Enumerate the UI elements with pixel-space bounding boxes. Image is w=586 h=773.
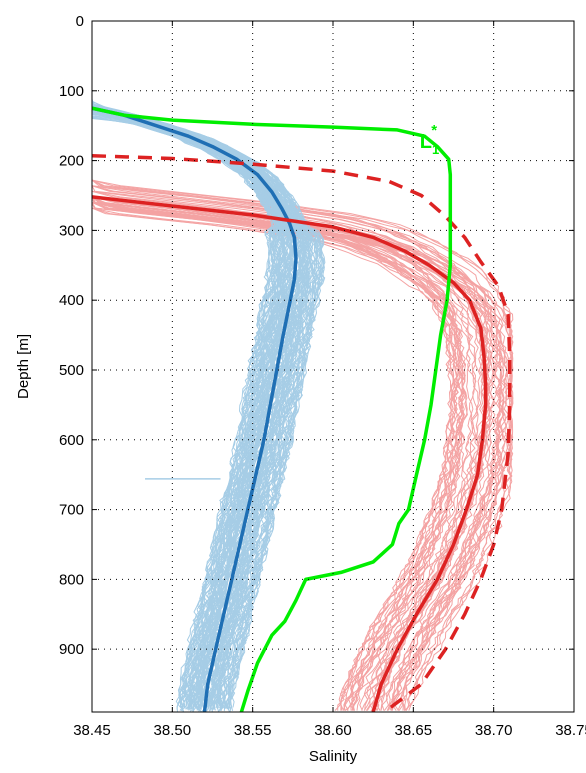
y-tick-label: 500 — [59, 362, 84, 379]
red-profile-line — [92, 146, 479, 711]
red-profile-line — [92, 146, 464, 711]
x-tick-label: 38.45 — [73, 722, 111, 739]
x-axis-label: Salinity — [309, 748, 358, 765]
red-profile-bundle — [92, 146, 514, 711]
blue-profile-line — [92, 80, 303, 708]
l1-star-annotation: L1 * — [420, 122, 439, 157]
y-tick-label: 600 — [59, 432, 84, 449]
y-tick-label: 700 — [59, 502, 84, 519]
y-tick-label: 900 — [59, 641, 84, 658]
x-tick-label: 38.55 — [234, 722, 272, 739]
series-line-mean-dashed — [92, 153, 512, 710]
axes — [91, 20, 575, 713]
blue-profile-line — [92, 99, 310, 710]
y-tick-label: 400 — [59, 292, 84, 309]
x-tick-label: 38.65 — [395, 722, 433, 739]
y-axis-label: Depth [m] — [15, 334, 32, 399]
x-tick-label: 38.50 — [154, 722, 192, 739]
blue-profile-line — [92, 97, 280, 708]
x-tick-label: 38.70 — [475, 722, 513, 739]
annotation-subscript: 1 — [432, 142, 439, 157]
blue-profile-line — [92, 107, 274, 708]
blue-profile-line — [92, 115, 326, 710]
blue-profile-line — [92, 112, 280, 712]
mean-series-group — [92, 106, 512, 712]
red-profile-line — [92, 146, 502, 711]
blue-profile-line — [92, 89, 290, 711]
red-profile-line — [92, 146, 505, 711]
red-profile-line — [92, 146, 466, 711]
annotation-main: L — [420, 131, 432, 153]
series-line-mean-solid — [92, 106, 298, 712]
blue-profile-line — [92, 68, 276, 712]
red-profile-line — [92, 146, 474, 711]
blue-profile-line — [92, 101, 286, 712]
y-tick-label: 800 — [59, 571, 84, 588]
blue-profile-line — [92, 69, 283, 708]
y-tick-label: 300 — [59, 222, 84, 239]
series-line-mean-solid — [92, 195, 488, 712]
y-tick-label: 200 — [59, 153, 84, 170]
plot-area — [92, 57, 514, 712]
blue-profile-line — [92, 74, 287, 708]
x-tick-label: 38.60 — [314, 722, 352, 739]
annotation-superscript: * — [431, 122, 437, 139]
x-tick-label: 38.75 — [555, 722, 586, 739]
blue-profile-bundle — [92, 57, 326, 712]
tick-labels: 38.45 38.50 38.55 38.60 38.65 38.70 38.75 0 100 2… — [59, 13, 586, 739]
y-tick-label: 100 — [59, 83, 84, 100]
blue-profile-line — [92, 88, 314, 710]
red-profile-line — [92, 146, 484, 711]
blue-profile-line — [92, 87, 282, 710]
red-profile-line — [92, 146, 455, 711]
blue-profile-line — [92, 94, 318, 711]
series-line-l1star-solid — [92, 106, 453, 712]
red-profile-line — [92, 146, 505, 711]
red-profile-line — [92, 146, 453, 711]
y-tick-label: 0 — [76, 13, 84, 30]
